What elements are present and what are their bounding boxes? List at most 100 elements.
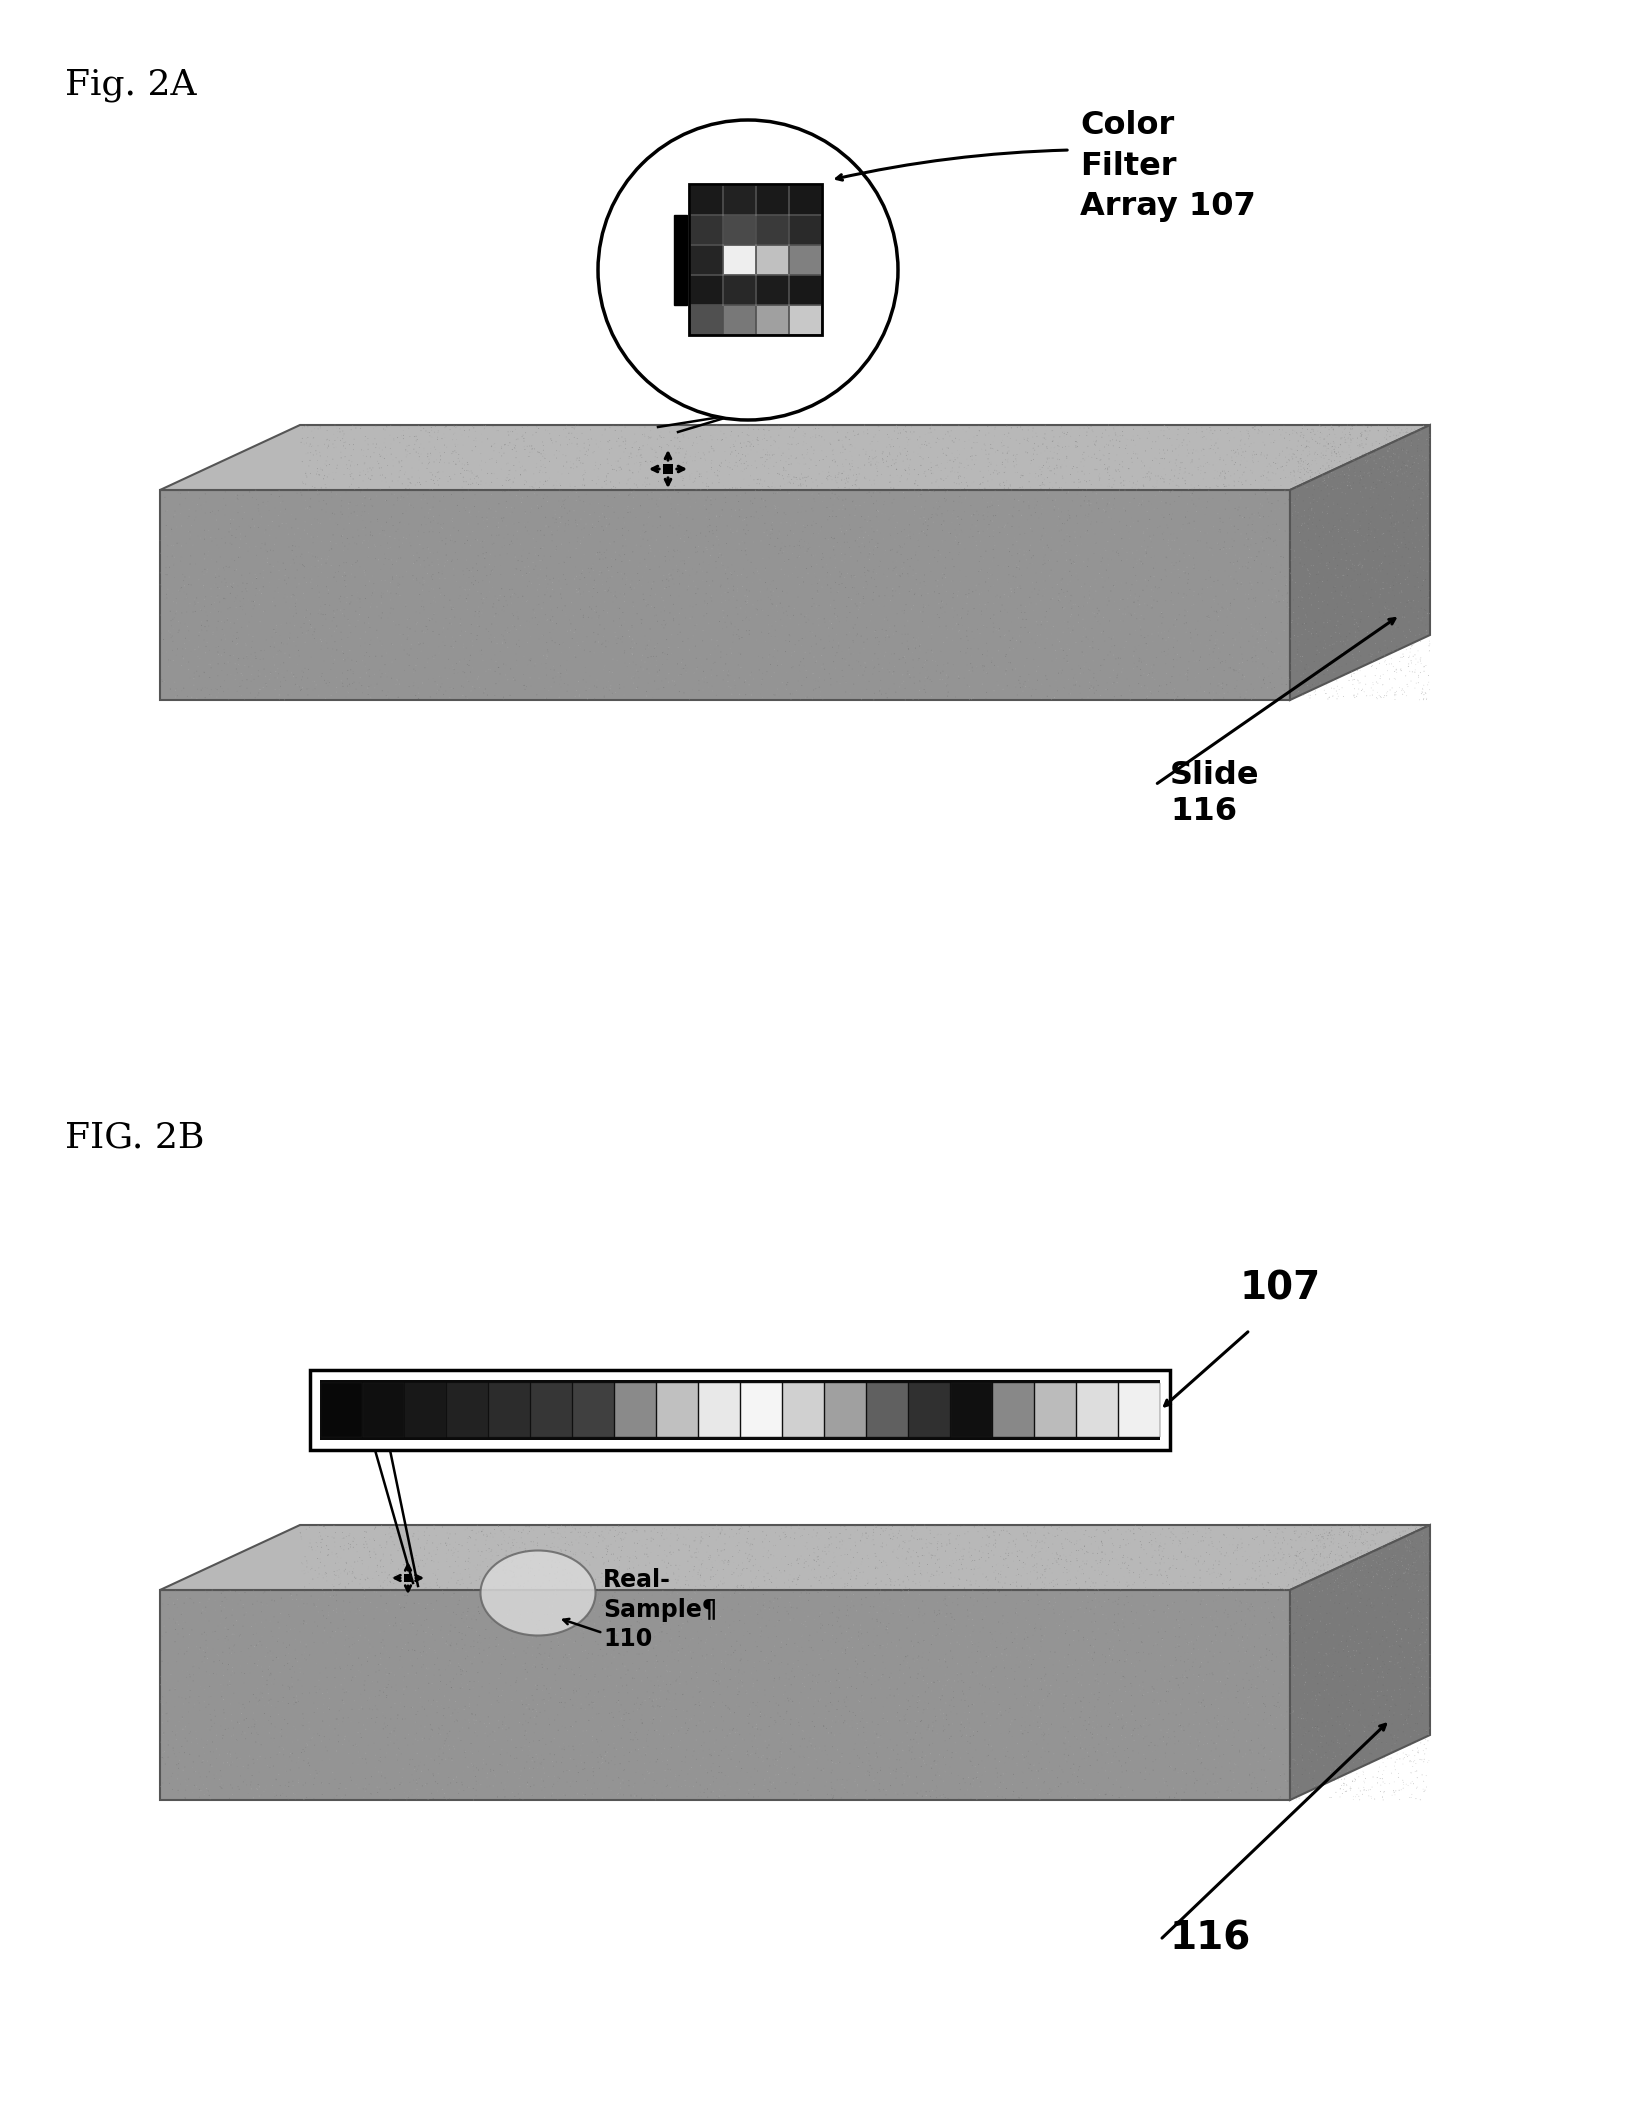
Point — [953, 1620, 980, 1654]
Point — [652, 1761, 678, 1795]
Point — [983, 453, 1009, 487]
Point — [172, 582, 198, 615]
Point — [1376, 1561, 1402, 1595]
Point — [1360, 674, 1386, 708]
Point — [1201, 1726, 1227, 1759]
Point — [717, 672, 744, 706]
Point — [1207, 504, 1233, 537]
Point — [1360, 1517, 1386, 1551]
Point — [213, 1713, 239, 1747]
Point — [934, 657, 960, 691]
Point — [373, 409, 400, 442]
Point — [955, 668, 981, 702]
Point — [1251, 1759, 1278, 1793]
Point — [816, 1528, 842, 1561]
Point — [1291, 1652, 1317, 1686]
Point — [762, 472, 788, 506]
Point — [1287, 1667, 1314, 1700]
Point — [390, 617, 416, 651]
Point — [868, 664, 894, 697]
Point — [693, 531, 719, 565]
Point — [1315, 1517, 1342, 1551]
Point — [894, 630, 921, 664]
Point — [844, 590, 870, 624]
Point — [1109, 1686, 1135, 1719]
Point — [1251, 1688, 1278, 1721]
Point — [845, 1616, 871, 1650]
Point — [331, 1574, 357, 1608]
Point — [388, 415, 414, 449]
Point — [439, 428, 465, 461]
Point — [1379, 565, 1405, 598]
Point — [1404, 1542, 1430, 1576]
Point — [1017, 1639, 1043, 1673]
Point — [236, 605, 262, 638]
Point — [1250, 525, 1276, 558]
Point — [529, 1761, 555, 1795]
Point — [573, 1574, 600, 1608]
Point — [1038, 1557, 1065, 1591]
Point — [439, 523, 465, 556]
Point — [1163, 468, 1189, 501]
Point — [251, 1576, 277, 1610]
Point — [713, 1618, 739, 1652]
Point — [211, 563, 238, 596]
Point — [493, 1566, 519, 1599]
Point — [1202, 1766, 1228, 1799]
Point — [798, 421, 824, 455]
Point — [695, 426, 721, 459]
Point — [1250, 1641, 1276, 1675]
Point — [1328, 510, 1355, 544]
Point — [552, 1637, 578, 1671]
Point — [567, 527, 593, 560]
Point — [570, 459, 596, 493]
Point — [1129, 598, 1155, 632]
Point — [1222, 1574, 1248, 1608]
Point — [531, 1536, 557, 1570]
Point — [406, 442, 432, 476]
Point — [1292, 1652, 1319, 1686]
Point — [1055, 1637, 1081, 1671]
Point — [1065, 558, 1091, 592]
Point — [924, 1555, 950, 1589]
Point — [360, 582, 387, 615]
Point — [1035, 1776, 1061, 1810]
Point — [545, 546, 572, 579]
Point — [629, 569, 655, 603]
Point — [1337, 544, 1363, 577]
Point — [238, 626, 264, 659]
Point — [788, 683, 814, 716]
Point — [907, 1740, 934, 1774]
Point — [989, 483, 1016, 516]
Point — [305, 451, 331, 485]
Point — [1089, 421, 1115, 455]
Point — [983, 1530, 1009, 1563]
Point — [619, 1660, 645, 1694]
Point — [845, 577, 871, 611]
Point — [853, 1517, 880, 1551]
Point — [182, 1768, 208, 1801]
Point — [1350, 1709, 1376, 1742]
Point — [855, 1551, 881, 1584]
Point — [1342, 529, 1368, 563]
Point — [1328, 527, 1355, 560]
Point — [1214, 1724, 1240, 1757]
Point — [867, 476, 893, 510]
Point — [408, 590, 434, 624]
Point — [581, 1515, 608, 1549]
Point — [1330, 1633, 1356, 1667]
Point — [1346, 1523, 1373, 1557]
Point — [785, 541, 811, 575]
Point — [242, 571, 269, 605]
Point — [1315, 413, 1342, 447]
Point — [557, 1770, 583, 1804]
Point — [511, 430, 537, 464]
Point — [719, 1555, 745, 1589]
Point — [159, 1757, 185, 1791]
Point — [596, 554, 622, 588]
Point — [509, 1709, 536, 1742]
Point — [1335, 459, 1361, 493]
Point — [513, 1681, 539, 1715]
Point — [1410, 1745, 1437, 1778]
Point — [1381, 1528, 1407, 1561]
